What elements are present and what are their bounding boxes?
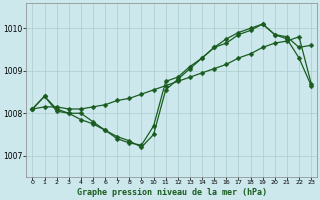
X-axis label: Graphe pression niveau de la mer (hPa): Graphe pression niveau de la mer (hPa) (77, 188, 267, 197)
